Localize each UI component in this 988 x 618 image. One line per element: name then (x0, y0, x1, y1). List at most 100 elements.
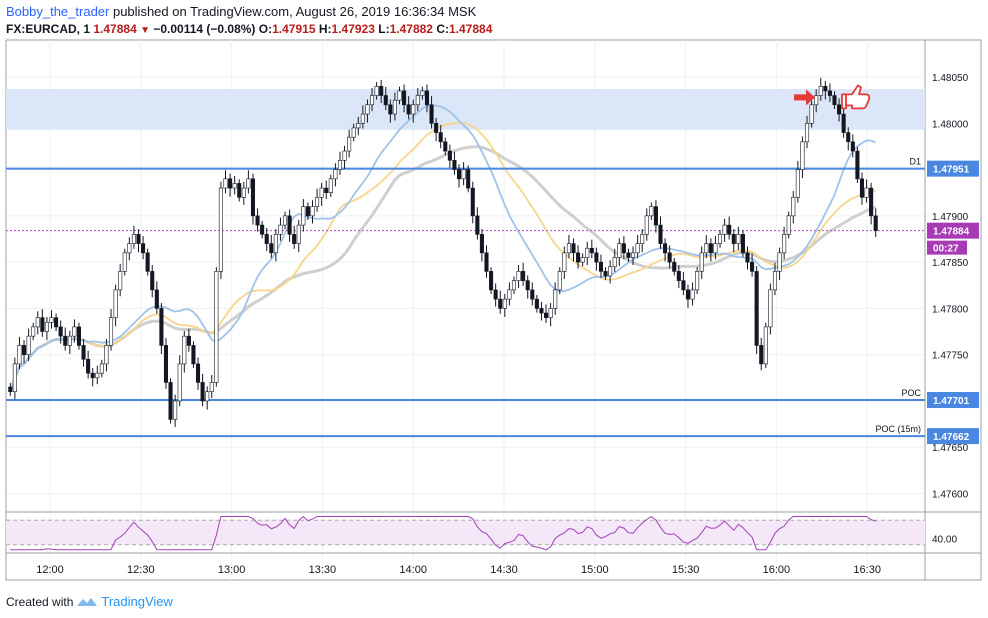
horizontal-lines: D1 POC POC (15m) (6, 157, 925, 438)
level-price-tag (927, 428, 979, 445)
candle-body (35, 317, 40, 328)
ohlc-legend: FX:EURCAD, 1 1.47884 ▼ −0.00114 (−0.08%)… (6, 22, 492, 36)
candle-body (649, 206, 654, 217)
candle-body (708, 243, 713, 254)
candle-body (246, 178, 251, 189)
candle-body (17, 345, 22, 365)
candle-body (145, 252, 150, 272)
candle-body (351, 127, 356, 138)
time-tick: 12:30 (127, 564, 155, 576)
candle-body (154, 289, 159, 309)
candle-body (72, 326, 77, 337)
candle-body (859, 178, 865, 198)
candle-body (443, 141, 448, 152)
candle-body (388, 104, 393, 115)
candle-body (617, 243, 622, 258)
candle-body (374, 85, 379, 96)
candle-body (521, 271, 526, 281)
candle-body (54, 317, 59, 328)
candle-body (287, 215, 292, 235)
time-axis[interactable]: 12:00 12:30 13:00 13:30 14:00 14:30 15:00 15:30… (36, 564, 881, 576)
symbol-label[interactable]: FX:EURCAD, 1 (6, 22, 91, 36)
candle-body (282, 215, 288, 226)
tradingview-link[interactable]: TradingView (101, 594, 173, 609)
candle-body (795, 169, 800, 198)
candle-body (315, 197, 320, 207)
candle-body (525, 280, 530, 291)
candle-body (452, 160, 457, 170)
candle-body (635, 243, 640, 254)
last-price: 1.47884 (93, 22, 137, 36)
candle-body (429, 104, 434, 124)
countdown-text: 00:27 (933, 244, 959, 255)
candle-body (589, 247, 594, 254)
candle-body (658, 224, 663, 244)
candle-body (786, 215, 791, 235)
candle-body (498, 298, 503, 309)
candle-body (727, 224, 732, 235)
candle-body (612, 257, 617, 268)
candle-body (827, 90, 832, 96)
candle-body (118, 271, 123, 291)
candle-body (58, 326, 63, 337)
moving-averages (8, 104, 877, 393)
candle-body (580, 257, 585, 263)
level-price-text: 1.47662 (933, 432, 970, 443)
price-axis[interactable]: 1.480501.480001.479501.479001.478501.478… (927, 73, 979, 500)
candle-body (402, 90, 407, 106)
candle-body (818, 85, 823, 96)
candle-body (543, 312, 549, 318)
candle-body (296, 224, 301, 244)
candle-body (873, 215, 878, 231)
level-price-tag (927, 160, 979, 177)
author-link[interactable]: Bobby_the_trader (6, 4, 110, 19)
close-label: C: (436, 22, 449, 36)
candle-body (369, 95, 375, 106)
candle-body (603, 271, 608, 277)
candle-body (113, 289, 118, 318)
time-tick: 14:30 (490, 564, 518, 576)
candle-body (534, 298, 539, 309)
candle-body (99, 363, 104, 374)
candle-body (260, 224, 265, 235)
candle-body (40, 317, 45, 332)
candle-body (489, 271, 494, 291)
candle-body (205, 391, 210, 402)
candle-body (841, 113, 846, 133)
high-value: 1.47923 (331, 22, 375, 36)
candle-body (804, 122, 810, 143)
close-value: 1.47884 (449, 22, 493, 36)
candle-body (415, 95, 420, 106)
candle-body (461, 169, 466, 180)
candle-body (456, 169, 462, 180)
candle-body (557, 271, 562, 291)
candle-body (846, 132, 851, 143)
price-tick: 1.47900 (932, 212, 969, 223)
candle-body (553, 289, 558, 309)
time-tick: 15:00 (581, 564, 609, 576)
chart-frame (5, 39, 982, 581)
rsi-line (10, 515, 876, 551)
price-tick: 1.47800 (932, 304, 969, 315)
open-label: O: (258, 22, 273, 36)
candle-body (218, 187, 223, 272)
candle-body (653, 206, 658, 226)
candle-body (800, 141, 805, 170)
candle-body (548, 308, 553, 318)
candle-body (704, 243, 709, 254)
candle-body (768, 289, 773, 328)
candle-body (479, 234, 484, 254)
candle-body (594, 252, 599, 263)
candle-body (324, 187, 329, 194)
candle-body (484, 252, 489, 272)
price-tick: 1.47850 (932, 258, 969, 269)
candle-body (424, 90, 430, 106)
candles (8, 77, 878, 427)
rsi-pane: 40.00 (6, 515, 957, 551)
candle-body (695, 271, 700, 291)
candle-body (475, 215, 480, 235)
candle-body (356, 122, 361, 129)
candle-body (731, 234, 736, 244)
candle-body (507, 289, 512, 300)
